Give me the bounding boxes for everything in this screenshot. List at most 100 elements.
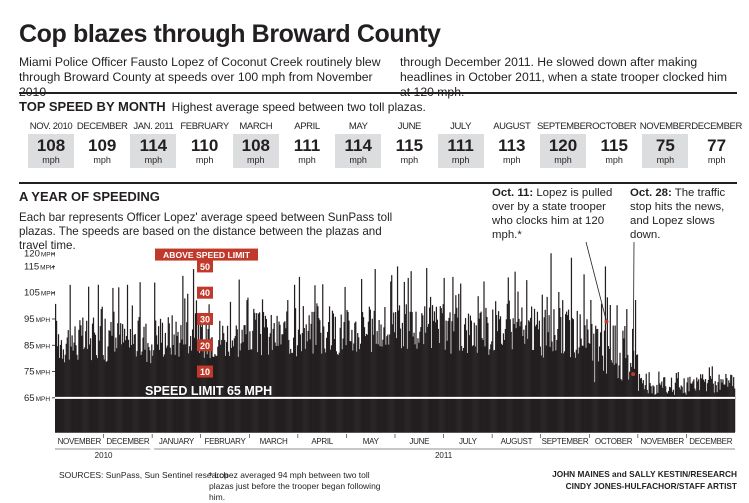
- speed-bar: [642, 380, 644, 432]
- speed-bar: [172, 344, 174, 432]
- speed-bar: [177, 331, 179, 432]
- speed-bar: [554, 335, 556, 432]
- speed-bar: [479, 312, 481, 432]
- speed-bar: [124, 340, 127, 432]
- speed-bar: [294, 308, 297, 432]
- speed-bar: [627, 354, 629, 432]
- annotation-leader: [632, 241, 635, 375]
- speed-bar: [151, 344, 153, 432]
- speed-bar: [227, 351, 230, 432]
- speed-bar: [549, 346, 551, 432]
- month-unit: mph: [298, 155, 316, 165]
- speed-bar: [455, 295, 457, 432]
- speed-bar: [152, 355, 154, 432]
- annotation-point: [604, 319, 609, 324]
- speed-bar: [486, 316, 488, 432]
- speed-bar: [530, 317, 532, 432]
- speed-bar: [579, 314, 581, 432]
- speed-bar: [156, 335, 158, 432]
- speed-bar: [688, 391, 690, 432]
- speed-bar: [337, 354, 339, 432]
- annotation-oct11-text: Lopez is pulled over by a state trooper …: [492, 187, 613, 241]
- speed-bar: [708, 367, 710, 432]
- speed-bar: [555, 350, 557, 432]
- speed-bar: [92, 317, 95, 432]
- month-name: OCTOBER: [592, 121, 637, 132]
- speed-bar: [276, 315, 278, 432]
- speed-bar: [648, 372, 650, 432]
- speed-bar: [259, 334, 262, 432]
- speed-bar: [191, 350, 193, 432]
- speed-bar: [355, 321, 357, 432]
- speed-bar: [362, 317, 365, 432]
- x-month-label: AUGUST: [501, 437, 533, 446]
- speed-bar: [580, 338, 582, 432]
- speed-bar: [133, 334, 135, 432]
- speed-bar: [721, 382, 723, 432]
- speed-bar: [187, 293, 189, 432]
- speed-bar: [111, 335, 113, 432]
- speed-bar: [553, 309, 555, 432]
- speed-bar: [349, 341, 351, 432]
- speed-bar: [594, 382, 596, 432]
- speed-bar: [72, 350, 74, 432]
- speed-bar: [183, 344, 185, 432]
- speed-bar: [204, 344, 206, 432]
- speed-bar: [67, 330, 69, 432]
- speed-bar: [576, 310, 578, 432]
- speed-bar: [225, 341, 228, 432]
- speed-bar: [665, 386, 667, 432]
- speed-bar: [158, 349, 161, 432]
- speed-bar: [730, 374, 732, 432]
- speed-bar: [521, 307, 523, 432]
- month-name: JUNE: [397, 121, 422, 132]
- speed-bar: [393, 312, 395, 432]
- speed-bar: [672, 389, 675, 432]
- month-value-box: 109 mph: [79, 134, 125, 168]
- speed-bar: [247, 297, 249, 432]
- speed-bar: [682, 393, 684, 432]
- speed-bar: [714, 381, 716, 432]
- speed-bar: [118, 287, 120, 432]
- speed-bar: [544, 309, 546, 432]
- speed-bar: [389, 334, 391, 432]
- month-name: NOVEMBER: [639, 121, 692, 132]
- speed-bar: [533, 308, 536, 432]
- speed-bar: [685, 394, 687, 432]
- speed-bar: [654, 395, 656, 432]
- speed-bar: [155, 320, 157, 432]
- speed-bar: [680, 385, 682, 432]
- speed-bar: [619, 352, 621, 432]
- speed-bar: [230, 347, 233, 432]
- speed-bar: [369, 309, 371, 432]
- above-limit-mark-box: [197, 260, 213, 273]
- speed-bar: [121, 344, 123, 432]
- month-name: FEBRUARY: [180, 121, 229, 132]
- speed-bar: [157, 326, 160, 432]
- speed-bar: [223, 333, 225, 432]
- speed-bar: [423, 344, 425, 432]
- speed-bar: [565, 311, 568, 432]
- speed-bar: [702, 379, 705, 432]
- speed-bar: [502, 333, 505, 432]
- speed-bar: [98, 340, 100, 432]
- year-section-description: Each bar represents Officer Lopez' avera…: [19, 211, 393, 252]
- speed-bar: [273, 323, 275, 432]
- speed-bar: [382, 339, 384, 432]
- speed-bar: [660, 385, 662, 432]
- speed-bar: [487, 322, 489, 432]
- speed-bar: [168, 323, 170, 432]
- bar-series: [55, 253, 736, 432]
- speed-bar: [552, 351, 554, 432]
- speed-bar: [358, 337, 360, 432]
- speed-bar: [182, 275, 184, 432]
- y-tick-label: 115MPH: [24, 261, 55, 272]
- speed-bar: [485, 307, 487, 432]
- speed-bar: [270, 314, 272, 432]
- above-limit-mark-box: [197, 365, 213, 378]
- speed-bar: [161, 322, 164, 432]
- speed-bar: [399, 328, 402, 432]
- month-unit: mph: [144, 155, 163, 165]
- above-limit-mark-box: [197, 339, 213, 352]
- month-column: JAN. 2011 114 mph: [127, 121, 179, 168]
